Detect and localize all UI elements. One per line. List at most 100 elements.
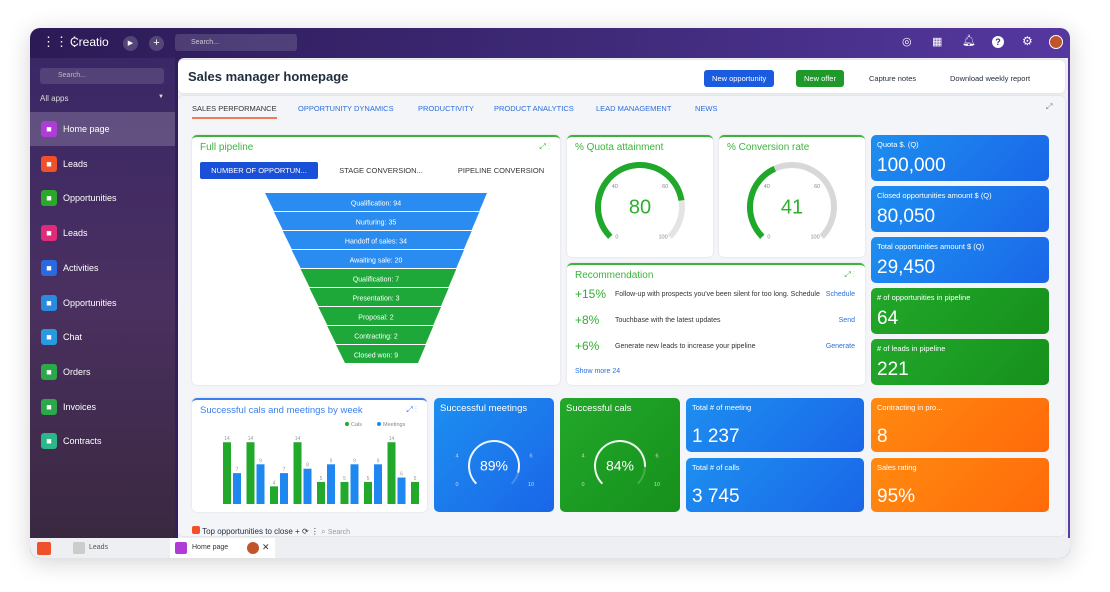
conversion-gauge: 41 0 40 60 100 xyxy=(747,162,837,241)
sync-icon[interactable]: ◎ xyxy=(902,36,912,48)
recommendation-widget: Recommendation ⤢ ⋮ +15% Follow-up with pr… xyxy=(567,263,865,385)
kpi-tile[interactable]: Closed opportunities amount $ (Q) 80,050 xyxy=(871,186,1049,232)
gear-icon[interactable]: ⚙ xyxy=(1022,34,1033,48)
gauge-fill xyxy=(594,440,646,485)
bell-icon[interactable]: 🔔︎ xyxy=(962,35,976,47)
funnel-stage-label: Proposal: 2 xyxy=(358,315,394,322)
kpi-tile[interactable]: Total opportunities amount $ (Q) 29,450 xyxy=(871,237,1049,283)
sidebar-item-opportunities[interactable]: ■ Opportunities xyxy=(30,286,175,320)
bar-meetings xyxy=(374,464,382,504)
all-apps-dropdown[interactable]: All apps ▼ xyxy=(40,94,164,103)
sidebar-item-label: Contracts xyxy=(63,436,102,447)
sidebar-item-invoices[interactable]: ■ Invoices xyxy=(30,390,175,424)
expand-icon[interactable]: ⤢ ⋮ xyxy=(406,405,417,414)
new-opportunity-button[interactable]: New opportunity xyxy=(704,70,775,87)
sidebar-item-activities[interactable]: ■ Activities xyxy=(30,251,175,285)
bar-cals xyxy=(293,442,302,504)
recommendation-percent: +8% xyxy=(575,313,600,327)
bar-meetings xyxy=(327,464,335,504)
tab-product-analytics[interactable]: PRODUCT ANALYTICS xyxy=(494,104,574,113)
close-icon[interactable]: ✕ xyxy=(262,542,270,552)
sidebar-item-opportunities[interactable]: ■ Opportunities xyxy=(30,181,175,215)
bar-cals xyxy=(364,481,372,504)
recommendation-action-link[interactable]: Generate xyxy=(825,342,855,350)
bar-value-label: 5 xyxy=(414,476,417,482)
bar-cals xyxy=(411,481,419,504)
taskbar-item-home[interactable]: Home page ✕ xyxy=(170,538,275,558)
kpi-tile[interactable]: Quota $. (Q) 100,000 xyxy=(871,135,1049,181)
sidebar-item-label: Opportunities xyxy=(63,193,117,204)
bar-value-label: 5 xyxy=(367,476,370,482)
refresh-icon[interactable]: ⟳ ⋮ xyxy=(301,527,322,536)
taskbar-item-leads[interactable]: Leads xyxy=(89,544,109,551)
apps-grid-icon[interactable]: ⋮⋮⋮ xyxy=(42,34,81,49)
add-icon[interactable]: + xyxy=(149,36,164,51)
kpi-tile[interactable]: # of leads in pipeline 221 xyxy=(871,339,1049,385)
bar-cals xyxy=(246,442,255,504)
app-logo-icon[interactable] xyxy=(37,542,51,555)
funnel-chart: Qualification: 94 Nurturing: 35 Handoff of… xyxy=(265,193,487,363)
kpi-value: 64 xyxy=(877,308,899,329)
kpi-value: 221 xyxy=(877,359,909,380)
quota-gauge: 80 0 40 60 100 xyxy=(595,162,685,241)
capture-notes-button[interactable]: Capture notes xyxy=(869,74,917,83)
legend-marker xyxy=(377,422,381,426)
bar-meetings xyxy=(303,468,312,504)
funnel-stage-label: Presentation: 3 xyxy=(352,296,399,303)
sidebar-item-home-page[interactable]: ■ Home page xyxy=(30,112,175,146)
orange-tile[interactable]: Contracting in pro... 8 xyxy=(871,398,1049,452)
bar-value-label: 7 xyxy=(283,467,286,473)
help-icon[interactable]: ? xyxy=(992,36,1004,48)
dashboard: SALES PERFORMANCE OPPORTUNITY DYNAMICS PRO… xyxy=(178,96,1065,536)
new-offer-button[interactable]: New offer xyxy=(796,70,844,87)
tab-lead-management[interactable]: LEAD MANAGEMENT xyxy=(596,104,672,113)
tab-news[interactable]: NEWS xyxy=(695,104,718,113)
add-icon[interactable]: + xyxy=(295,527,302,536)
play-icon[interactable]: ▶ xyxy=(123,36,138,51)
bar-value-label: 9 xyxy=(259,458,262,464)
orange-tile[interactable]: Sales rating 95% xyxy=(871,458,1049,512)
global-search-input[interactable]: Search... xyxy=(175,34,297,51)
tab-sales-performance[interactable]: SALES PERFORMANCE xyxy=(192,104,277,119)
sidebar: Search... All apps ▼ ■ Home page ■ Leads ■ Opp… xyxy=(30,58,175,538)
sidebar-item-contracts[interactable]: ■ Contracts xyxy=(30,424,175,458)
expand-icon[interactable]: ⤢ ⋮ xyxy=(539,142,550,151)
pipeline-mode-tab[interactable]: STAGE CONVERSION... xyxy=(339,166,423,175)
gauge-value: 80 xyxy=(629,197,651,219)
search-icon[interactable]: ⌕ xyxy=(321,527,326,536)
pipeline-mode-tab[interactable]: NUMBER OF OPPORTUN... xyxy=(200,162,318,179)
successful-meetings-tile: Successful meetings 89% 0 4 6 10 xyxy=(434,398,554,512)
bar-meetings xyxy=(233,473,241,504)
total-tile[interactable]: Total # of meeting 1 237 xyxy=(686,398,864,452)
calls-meetings-chart-widget: Successful cals and meetings by week ⤢ ⋮… xyxy=(192,398,427,512)
sidebar-item-label: Activities xyxy=(63,262,99,273)
home-icon: ■ xyxy=(41,121,57,137)
expand-icon[interactable]: ⤢ xyxy=(1046,102,1053,111)
sidebar-item-chat[interactable]: ■ Chat xyxy=(30,320,175,354)
tab-opportunity-dynamics[interactable]: OPPORTUNITY DYNAMICS xyxy=(298,104,394,113)
list-icon xyxy=(192,526,200,534)
sidebar-search-input[interactable]: Search... xyxy=(40,68,164,84)
recommendation-text: Touchbase with the latest updates xyxy=(615,316,721,324)
sidebar-item-leads[interactable]: ■ Leads xyxy=(30,147,175,181)
show-more-link[interactable]: Show more 24 xyxy=(575,368,621,375)
recommendation-action-link[interactable]: Send xyxy=(838,316,855,324)
pipeline-mode-tab[interactable]: PIPELINE CONVERSION xyxy=(457,166,545,175)
tab-productivity[interactable]: PRODUCTIVITY xyxy=(418,104,474,113)
avatar[interactable] xyxy=(1049,35,1063,49)
download-report-button[interactable]: Download weekly report xyxy=(950,74,1031,83)
gauge-tick: 60 xyxy=(814,184,820,190)
recommendation-action-link[interactable]: Schedule xyxy=(825,290,855,298)
tile-label: Total # of calls xyxy=(692,463,740,472)
apps-icon[interactable]: ▦ xyxy=(932,36,943,48)
funnel-stage xyxy=(282,231,472,249)
sidebar-item-leads[interactable]: ■ Leads xyxy=(30,216,175,250)
list-search-input[interactable]: Search xyxy=(327,529,351,536)
total-tile[interactable]: Total # of calls 3 745 xyxy=(686,458,864,512)
kpi-tile[interactable]: # of opportunities in pipeline 64 xyxy=(871,288,1049,334)
gauge-value: 41 xyxy=(781,197,803,219)
funnel-stage xyxy=(336,345,426,363)
gauge-tick: 10 xyxy=(654,482,660,488)
sidebar-item-orders[interactable]: ■ Orders xyxy=(30,355,175,389)
expand-icon[interactable]: ⤢ ⋮ xyxy=(844,270,855,279)
